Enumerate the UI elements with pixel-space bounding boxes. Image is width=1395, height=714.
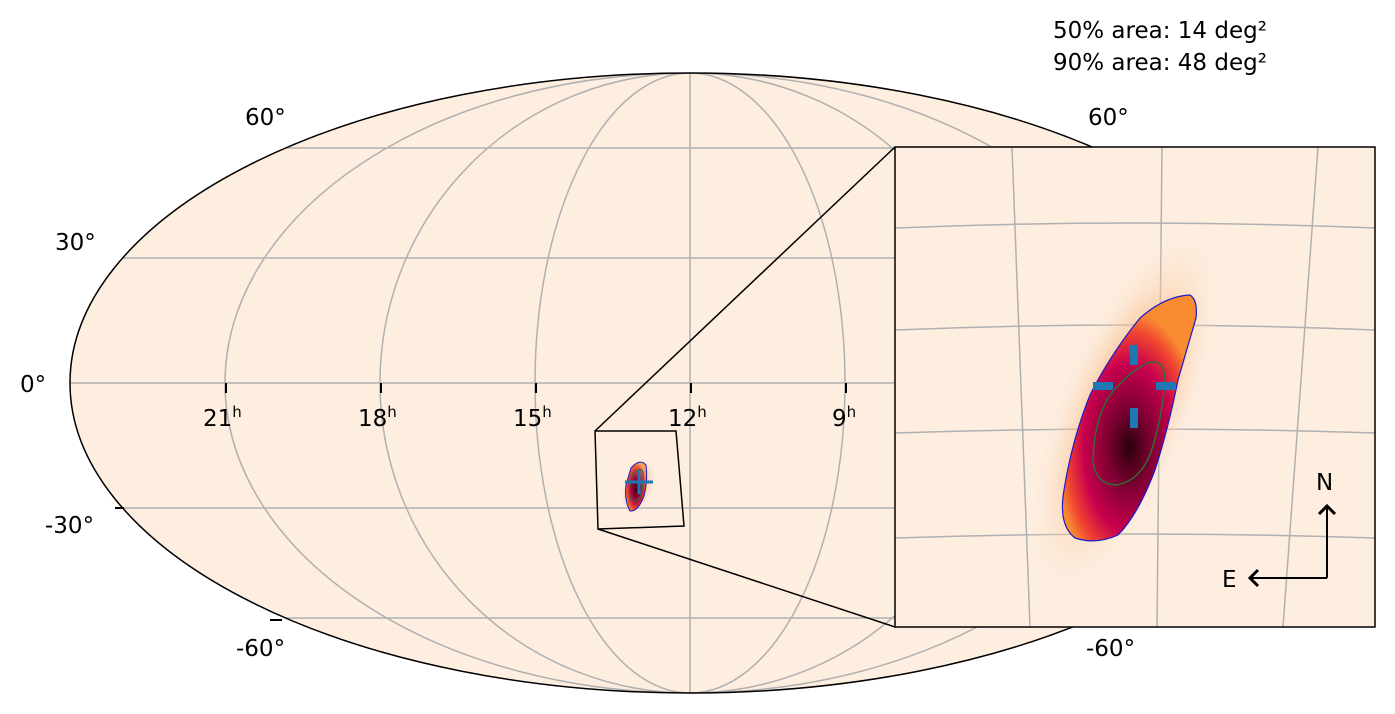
- ra-tick-label: 15h: [513, 403, 552, 432]
- inset-probability-blob: [1025, 222, 1225, 598]
- ra-tick-label: 18h: [358, 403, 397, 432]
- position-marker: [1093, 345, 1176, 428]
- inset-dec-label: -60°: [1086, 636, 1135, 662]
- ra-tick-label: 9h: [832, 403, 856, 432]
- zoom-inset-panel: N E: [894, 146, 1376, 628]
- ra-tick-label: 12h: [668, 403, 707, 432]
- ra-ticks: [115, 383, 847, 621]
- dec-tick-label: 0°: [20, 372, 46, 398]
- grid-line: [1282, 147, 1319, 627]
- inset-connector: [594, 146, 896, 432]
- area-50-label: 50% area: 14 deg²: [1053, 18, 1267, 44]
- area-90-label: 90% area: 48 deg²: [1053, 50, 1267, 76]
- inset-frame: [894, 146, 1376, 628]
- east-label: E: [1222, 567, 1237, 593]
- zoom-region-outline: [594, 430, 685, 530]
- dec-tick-labels: 60° 30° 0° -30° -60° 60° -60°: [20, 105, 1135, 662]
- dec-tick-label: 30°: [55, 230, 96, 256]
- inset-connector: [597, 528, 896, 628]
- inset-dec-label: 60°: [1088, 105, 1129, 131]
- grid-line: [895, 222, 1375, 229]
- main-probability-blob: [619, 456, 657, 518]
- dec-tick-label: -60°: [236, 636, 285, 662]
- dec-tick-label: 60°: [245, 105, 286, 131]
- ra-tick-label: 21h: [203, 403, 242, 432]
- compass: [1247, 503, 1337, 588]
- north-label: N: [1316, 470, 1333, 496]
- ra-tick-labels: 21h 18h 15h 12h 9h: [203, 403, 856, 432]
- dec-tick-label: -30°: [45, 513, 94, 539]
